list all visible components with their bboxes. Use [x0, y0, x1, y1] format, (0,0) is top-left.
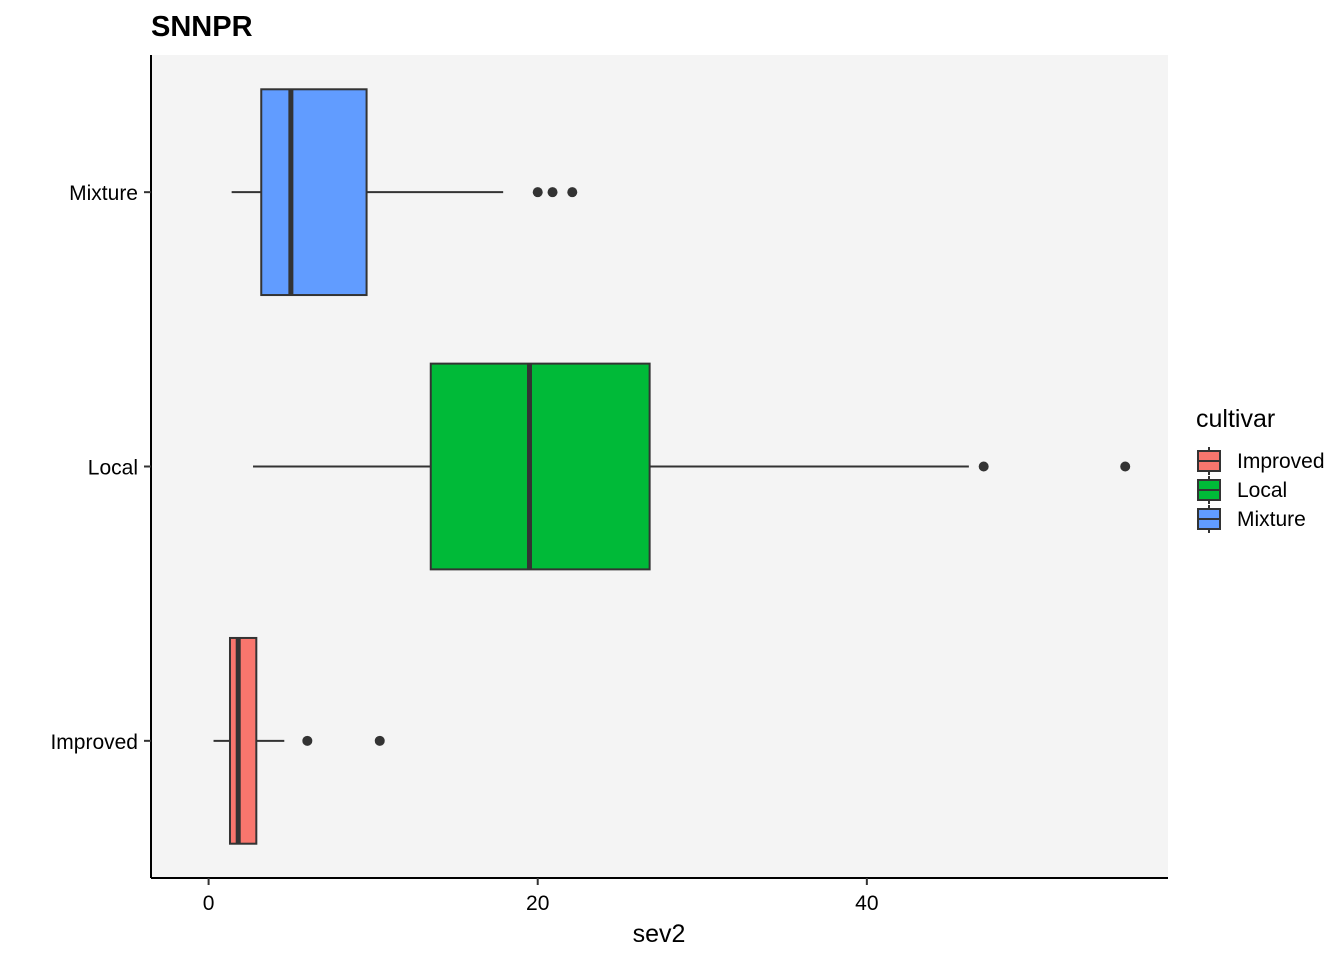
y-tick-label-mixture: Mixture: [69, 182, 138, 205]
legend-title: cultivar: [1196, 405, 1275, 433]
box-group-improved: [213, 636, 385, 845]
box-mixture: [260, 88, 368, 297]
chart-title: SNNPR: [151, 11, 253, 43]
box-local: [429, 362, 651, 571]
x-tick-label-0: 0: [203, 892, 215, 915]
y-tick-label-improved: Improved: [50, 731, 138, 754]
x-axis-title: sev2: [633, 920, 686, 948]
outlier-local-1: [978, 461, 989, 472]
outlier-local-2: [1120, 461, 1131, 472]
y-axis-ticks: Improved Local Mixture: [50, 182, 151, 754]
x-tick-label-40: 40: [855, 892, 878, 915]
x-tick-label-20: 20: [526, 892, 549, 915]
legend-item-local: Local: [1197, 476, 1287, 504]
legend-label-mixture: Mixture: [1237, 508, 1306, 531]
outlier-improved-2: [374, 735, 385, 746]
legend-item-improved: Improved: [1197, 447, 1325, 475]
outlier-improved-1: [302, 735, 313, 746]
box-group-mixture: [231, 88, 578, 297]
legend-label-improved: Improved: [1237, 450, 1325, 473]
box-group-local: [253, 362, 1131, 571]
y-tick-label-local: Local: [88, 457, 138, 480]
outlier-mixture-2: [547, 187, 558, 198]
box-improved: [228, 636, 258, 845]
boxes-layer: [213, 88, 1131, 845]
x-axis-ticks: 0 20 40: [203, 878, 879, 915]
legend-label-local: Local: [1237, 479, 1287, 502]
outlier-mixture-1: [532, 187, 543, 198]
outlier-mixture-3: [567, 187, 578, 198]
legend-item-mixture: Mixture: [1197, 505, 1306, 533]
legend: cultivar Improved Local Mixture: [1196, 405, 1325, 533]
